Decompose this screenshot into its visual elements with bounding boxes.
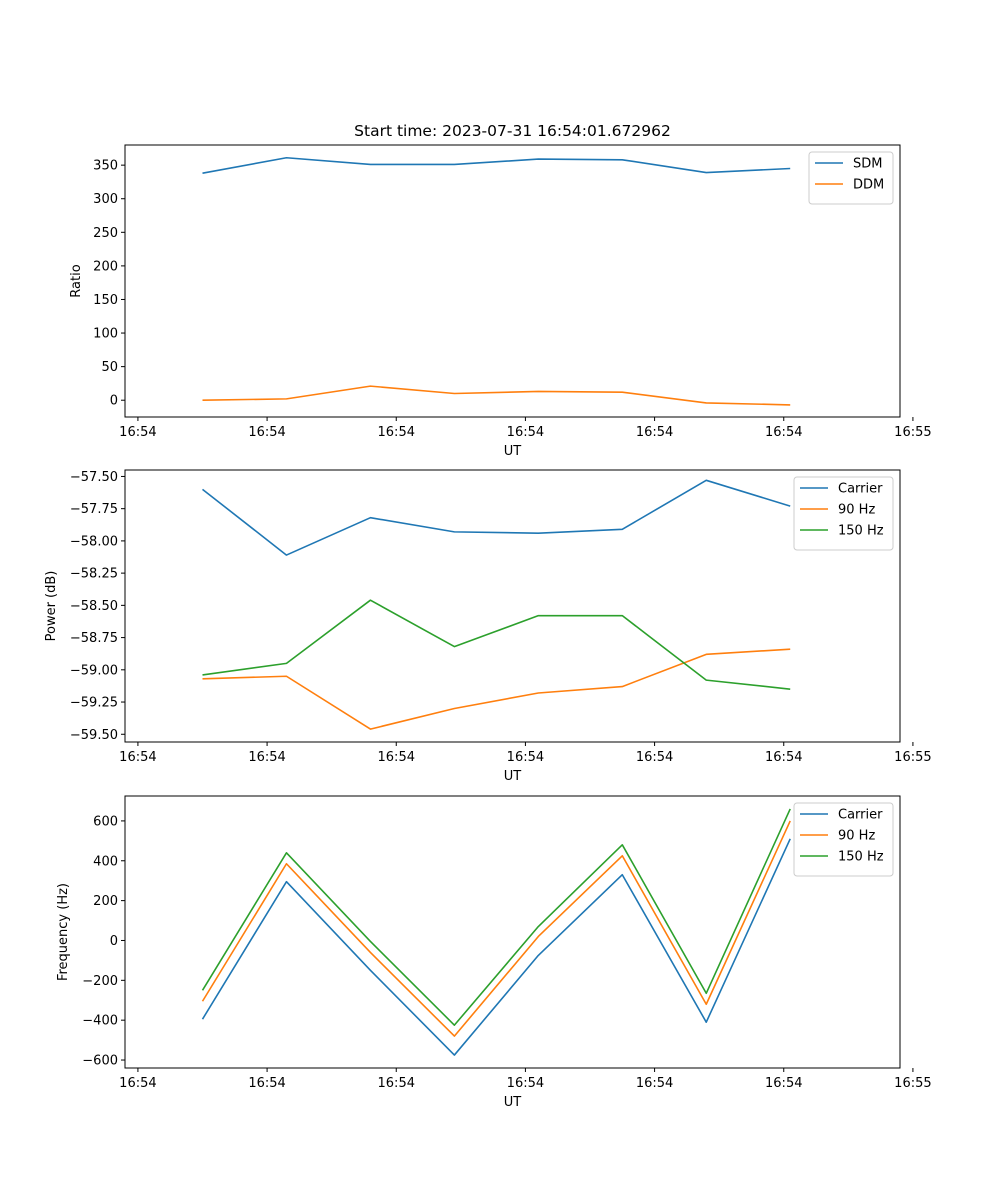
- y-tick-label: −57.75: [70, 502, 118, 517]
- y-tick-label: 400: [93, 854, 118, 869]
- x-tick-label: 16:54: [765, 1076, 802, 1091]
- legend-frame: [793, 476, 894, 551]
- y-axis-label: Ratio: [69, 264, 84, 297]
- legend-label: DDM: [853, 178, 884, 193]
- x-tick-label: 16:54: [378, 425, 415, 440]
- y-tick-label: −59.50: [70, 728, 118, 743]
- y-axis-label: Frequency (Hz): [56, 883, 71, 981]
- chart-panel-1: Start time: 2023-07-31 16:54:01.672962 16…: [69, 122, 932, 459]
- legend-label: 90 Hz: [838, 503, 875, 518]
- series-line-carrier: [202, 479, 791, 556]
- x-tick-label: 16:54: [378, 750, 415, 765]
- x-tick-label: 16:54: [636, 750, 673, 765]
- charts-container: Start time: 2023-07-31 16:54:01.672962 16…: [44, 122, 932, 1110]
- x-axis-label: UT: [504, 444, 522, 459]
- y-tick-label: 0: [110, 394, 118, 409]
- legend: SDM DDM: [808, 151, 894, 205]
- y-tick-label: −400: [82, 1014, 118, 1029]
- x-axis-label: UT: [504, 1095, 522, 1110]
- series-line-ddm: [202, 385, 791, 406]
- x-tick-label: 16:55: [894, 750, 931, 765]
- series-line-carrier: [201, 838, 791, 1056]
- x-tick-label: 16:54: [636, 1076, 673, 1091]
- x-tick-label: 16:54: [378, 1076, 415, 1091]
- legend-frame: [793, 802, 894, 877]
- series-line-90-hz: [202, 648, 791, 730]
- legend-label: 150 Hz: [838, 524, 884, 539]
- x-tick-label: 16:54: [765, 750, 802, 765]
- series-line-150-hz: [202, 599, 791, 690]
- y-tick-label: 200: [93, 259, 118, 274]
- legend-label: Carrier: [838, 808, 883, 823]
- y-tick-label: 50: [101, 360, 118, 375]
- y-tick-label: −59.25: [70, 696, 118, 711]
- x-tick-label: 16:54: [119, 1076, 156, 1091]
- y-tick-label: −57.50: [70, 470, 118, 485]
- y-tick-label: −58.00: [70, 534, 118, 549]
- y-tick-label: −600: [82, 1054, 118, 1069]
- y-tick-label: 250: [93, 226, 118, 241]
- axes-frame: [124, 469, 901, 743]
- y-tick-label: 600: [93, 814, 118, 829]
- legend-label: Carrier: [838, 482, 883, 497]
- chart-panel-2: 16:54 16:54 16:54 16:54 16:54 16:54 16:55 −57.5…: [44, 469, 932, 784]
- series-line-90-hz: [201, 820, 791, 1037]
- x-tick-label: 16:54: [507, 750, 544, 765]
- axes-frame: [124, 144, 901, 418]
- y-tick-label: −200: [82, 974, 118, 989]
- x-tick-label: 16:54: [248, 1076, 285, 1091]
- x-tick-label: 16:54: [248, 425, 285, 440]
- x-axis-label: UT: [504, 769, 522, 784]
- y-tick-label: 100: [93, 327, 118, 342]
- y-tick-label: −58.75: [70, 631, 118, 646]
- y-axis-label: Power (dB): [44, 571, 59, 642]
- x-tick-label: 16:54: [636, 425, 673, 440]
- legend-frame: [808, 151, 894, 205]
- x-tick-label: 16:54: [507, 425, 544, 440]
- series-line-150-hz: [201, 808, 791, 1026]
- x-tick-label: 16:54: [765, 425, 802, 440]
- x-tick-label: 16:54: [119, 425, 156, 440]
- x-tick-label: 16:54: [248, 750, 285, 765]
- x-tick-label: 16:55: [894, 425, 931, 440]
- chart-panel-3: 16:54 16:54 16:54 16:54 16:54 16:54 16:55 −600 −…: [56, 795, 932, 1110]
- y-tick-label: −58.50: [70, 599, 118, 614]
- x-tick-label: 16:54: [119, 750, 156, 765]
- legend: Carrier 90 Hz 150 Hz: [793, 802, 894, 877]
- y-tick-label: −59.00: [70, 663, 118, 678]
- legend-label: 90 Hz: [838, 829, 875, 844]
- legend-label: SDM: [853, 157, 882, 172]
- axes-frame: [124, 795, 901, 1069]
- chart-title: Start time: 2023-07-31 16:54:01.672962: [354, 122, 671, 140]
- y-tick-label: 200: [93, 894, 118, 909]
- x-tick-label: 16:54: [507, 1076, 544, 1091]
- x-tick-label: 16:55: [894, 1076, 931, 1091]
- y-tick-label: 350: [93, 159, 118, 174]
- y-tick-label: 0: [110, 934, 118, 949]
- legend: Carrier 90 Hz 150 Hz: [793, 476, 894, 551]
- series-line-sdm: [202, 156, 791, 174]
- y-tick-label: −58.25: [70, 567, 118, 582]
- legend-label: 150 Hz: [838, 850, 884, 865]
- y-tick-label: 150: [93, 293, 118, 308]
- y-tick-label: 300: [93, 192, 118, 207]
